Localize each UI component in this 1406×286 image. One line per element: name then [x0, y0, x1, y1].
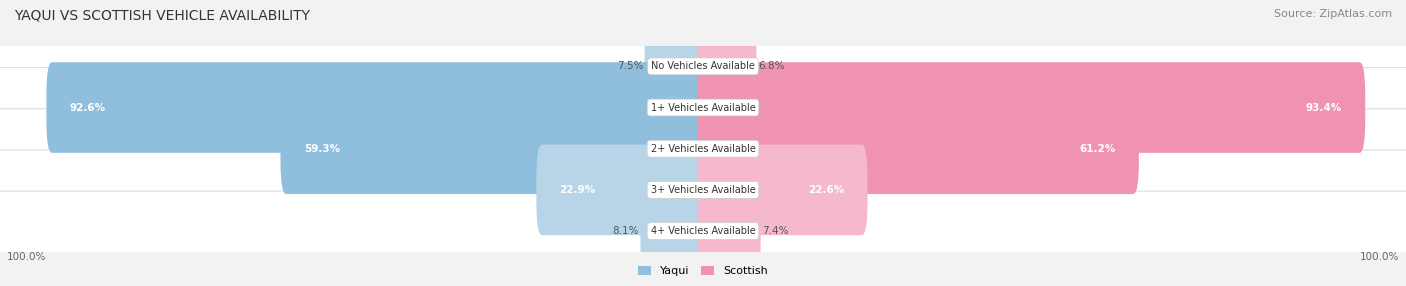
FancyBboxPatch shape	[0, 26, 1406, 106]
FancyBboxPatch shape	[281, 104, 709, 194]
Text: 1+ Vehicles Available: 1+ Vehicles Available	[651, 103, 755, 112]
Text: 4+ Vehicles Available: 4+ Vehicles Available	[651, 226, 755, 236]
Text: 100.0%: 100.0%	[1360, 252, 1399, 262]
FancyBboxPatch shape	[644, 21, 709, 112]
Text: YAQUI VS SCOTTISH VEHICLE AVAILABILITY: YAQUI VS SCOTTISH VEHICLE AVAILABILITY	[14, 9, 311, 23]
FancyBboxPatch shape	[0, 109, 1406, 189]
Text: 6.8%: 6.8%	[758, 61, 785, 71]
Text: 22.9%: 22.9%	[560, 185, 596, 195]
Text: 59.3%: 59.3%	[304, 144, 340, 154]
FancyBboxPatch shape	[697, 104, 1139, 194]
Text: 7.5%: 7.5%	[617, 61, 644, 71]
Text: 8.1%: 8.1%	[613, 226, 640, 236]
FancyBboxPatch shape	[697, 145, 868, 235]
FancyBboxPatch shape	[537, 145, 709, 235]
Text: 100.0%: 100.0%	[7, 252, 46, 262]
Text: 93.4%: 93.4%	[1306, 103, 1343, 112]
FancyBboxPatch shape	[697, 21, 756, 112]
Text: 3+ Vehicles Available: 3+ Vehicles Available	[651, 185, 755, 195]
FancyBboxPatch shape	[697, 62, 1365, 153]
FancyBboxPatch shape	[0, 191, 1406, 271]
Text: Source: ZipAtlas.com: Source: ZipAtlas.com	[1274, 9, 1392, 19]
Text: 92.6%: 92.6%	[69, 103, 105, 112]
FancyBboxPatch shape	[0, 67, 1406, 148]
Text: No Vehicles Available: No Vehicles Available	[651, 61, 755, 71]
Text: 61.2%: 61.2%	[1080, 144, 1116, 154]
Legend: Yaqui, Scottish: Yaqui, Scottish	[634, 261, 772, 281]
FancyBboxPatch shape	[697, 186, 761, 276]
FancyBboxPatch shape	[0, 150, 1406, 230]
Text: 22.6%: 22.6%	[808, 185, 844, 195]
FancyBboxPatch shape	[641, 186, 709, 276]
Text: 2+ Vehicles Available: 2+ Vehicles Available	[651, 144, 755, 154]
Text: 7.4%: 7.4%	[762, 226, 789, 236]
FancyBboxPatch shape	[46, 62, 709, 153]
